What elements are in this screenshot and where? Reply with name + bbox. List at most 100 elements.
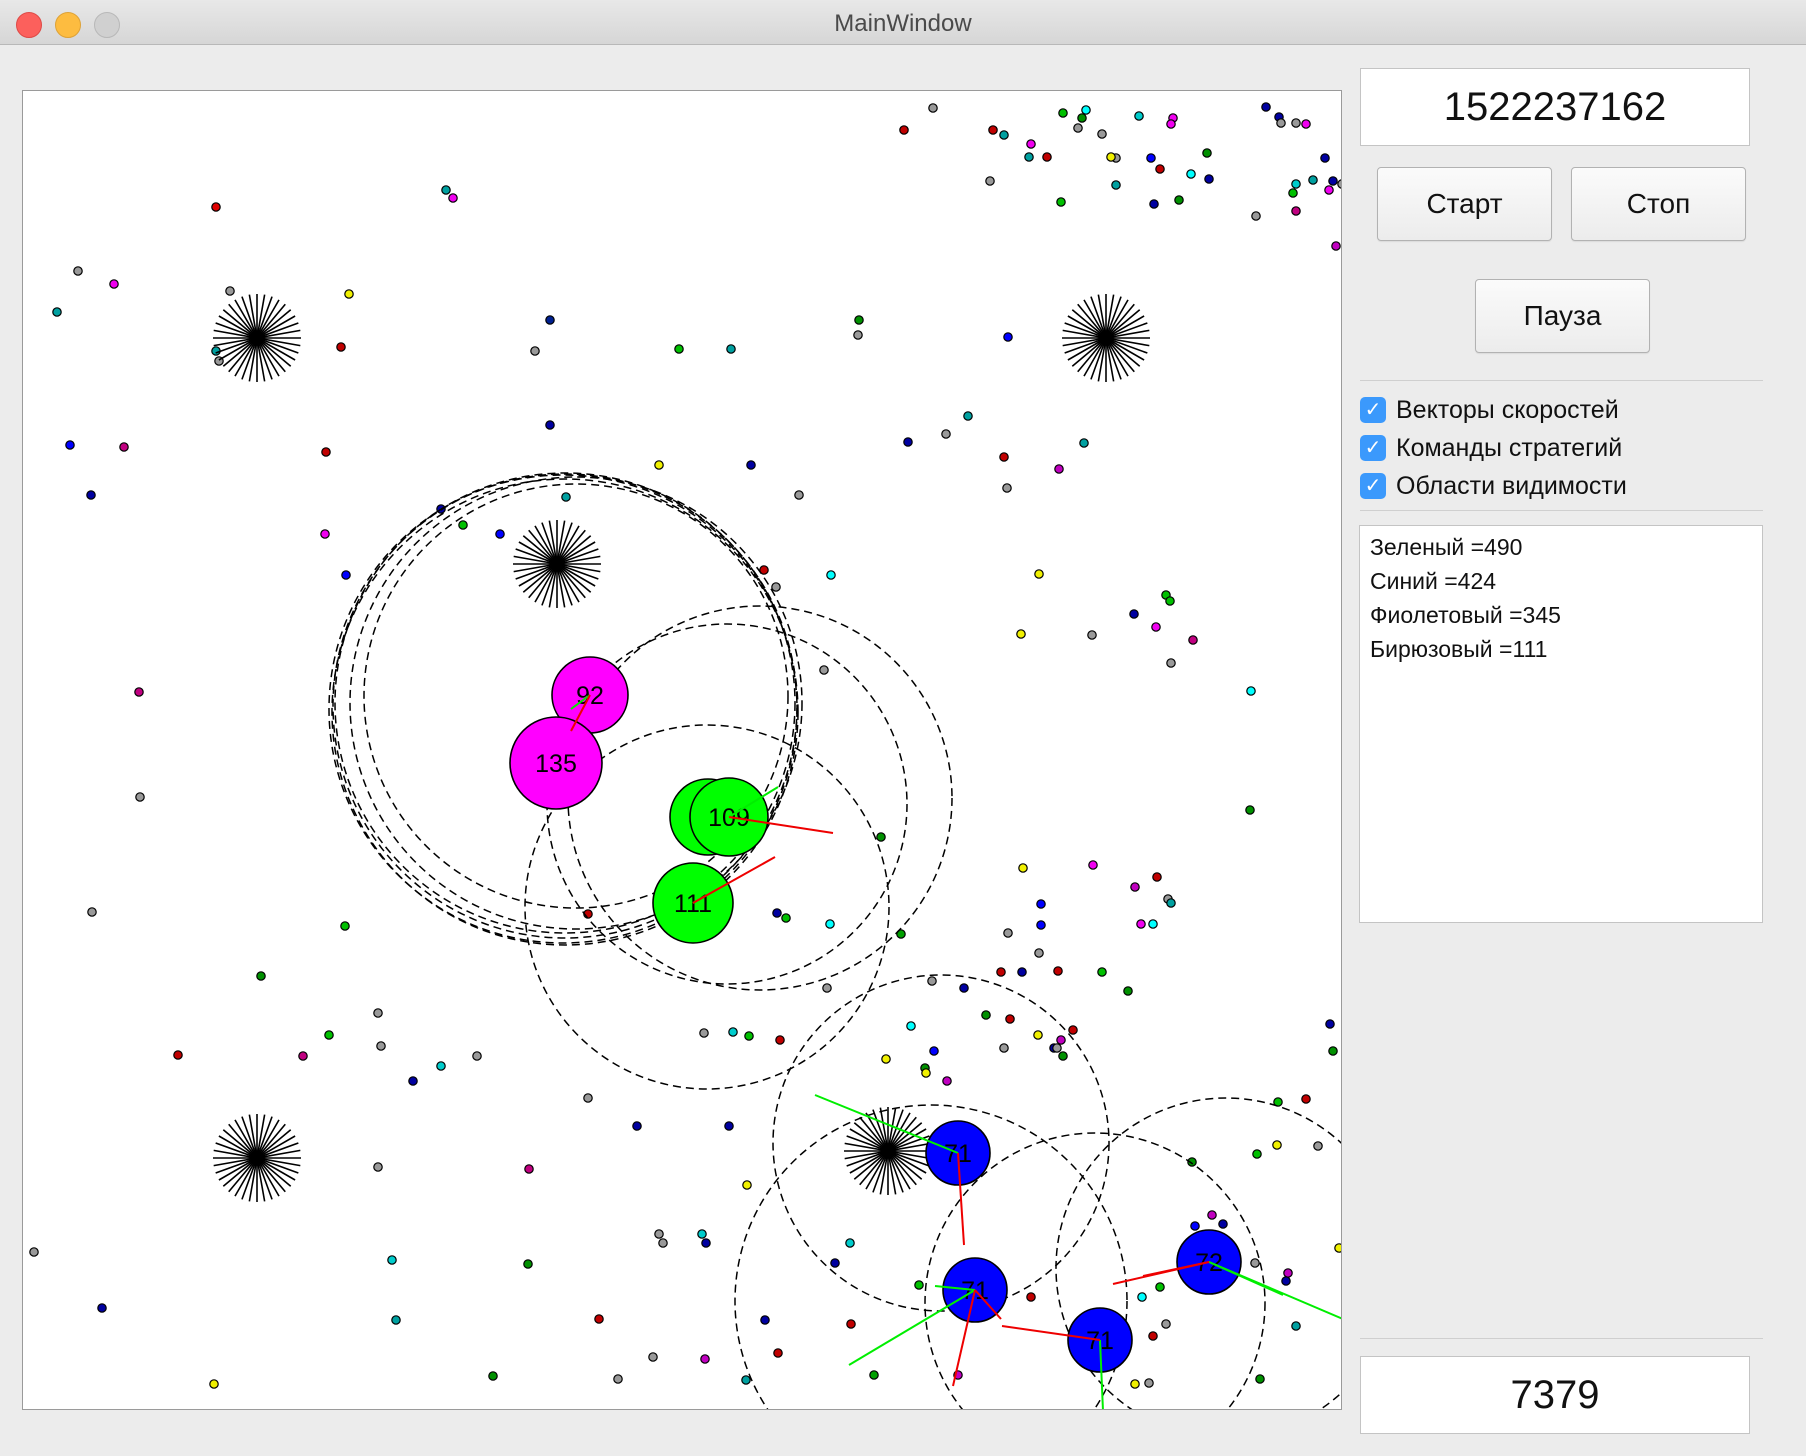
food-pellet-icon [1005,1014,1015,1024]
food-pellet-icon [373,1162,383,1172]
food-pellet-icon [1161,1319,1171,1329]
food-pellet-icon [772,908,782,918]
food-pellet-icon [697,1229,707,1239]
food-pellet-icon [211,202,221,212]
start-button[interactable]: Старт [1377,167,1552,241]
food-pellet-icon [1320,153,1330,163]
food-pellet-icon [1088,860,1098,870]
separator [1360,510,1763,511]
velocity-vector [934,1285,976,1291]
food-pellet-icon [759,565,769,575]
food-pellet-icon [1337,179,1341,189]
food-pellet-icon [134,687,144,697]
food-pellet-icon [896,929,906,939]
food-pellet-icon [65,440,75,450]
food-pellet-icon [959,983,969,993]
food-pellet-icon [1054,464,1064,474]
food-pellet-icon [1003,928,1013,938]
food-pellet-icon [781,913,791,923]
food-pellet-icon [1155,164,1165,174]
visibility-area [1055,1097,1341,1409]
food-pellet-icon [1111,180,1121,190]
food-pellet-icon [1204,174,1214,184]
food-pellet-icon [1252,1149,1262,1159]
visibility-area [328,474,798,944]
food-pellet-icon [914,1280,924,1290]
food-pellet-icon [321,447,331,457]
food-pellet-icon [921,1068,931,1078]
game-field: 9213510911171717172 [29,102,1341,1409]
vector-layer [570,694,1341,1409]
pause-button[interactable]: Пауза [1475,279,1650,353]
food-pellet-icon [654,460,664,470]
food-pellet-icon [1207,1210,1217,1220]
food-pellet-icon [119,442,129,452]
food-pellet-icon [320,529,330,539]
food-pellet-icon [1283,1268,1293,1278]
food-pellet-icon [1146,153,1156,163]
checkmark-icon: ✓ [1360,435,1386,461]
food-pellet-icon [632,1121,642,1131]
food-pellet-icon [52,307,62,317]
food-pellet-icon [530,346,540,356]
food-pellet-icon [1024,152,1034,162]
food-pellet-icon [341,570,351,580]
visibility-area [524,724,890,1090]
visibility-area [349,476,803,930]
separator [1360,380,1763,381]
food-pellet-icon [87,907,97,917]
player-blob: 135 [509,716,603,810]
seed-field[interactable]: 1522237162 [1360,68,1750,146]
food-pellet-icon [523,1259,533,1269]
minimize-button[interactable] [55,12,81,38]
food-pellet-icon [408,1076,418,1086]
list-item: Бирюзовый =111 [1370,636,1548,662]
food-pellet-icon [1166,898,1176,908]
food-pellet-icon [109,279,119,289]
strategy-commands-checkbox[interactable]: ✓ Команды стратегий [1360,432,1622,464]
food-pellet-icon [436,1061,446,1071]
food-pellet-icon [256,971,266,981]
food-pellet-icon [929,1046,939,1056]
food-pellet-icon [472,1051,482,1061]
food-pellet-icon [1018,863,1028,873]
separator [1360,1338,1763,1339]
food-pellet-icon [458,520,468,530]
food-pellet-icon [1291,206,1301,216]
food-pellet-icon [999,452,1009,462]
velocity-vector [570,694,591,710]
food-pellet-icon [869,1370,879,1380]
food-pellet-icon [211,346,221,356]
food-pellet-icon [928,103,938,113]
food-pellet-icon [1331,241,1341,251]
food-pellet-icon [1273,1097,1283,1107]
zoom-button[interactable] [94,12,120,38]
food-pellet-icon [391,1315,401,1325]
stop-button[interactable]: Стоп [1571,167,1746,241]
velocity-vectors-checkbox[interactable]: ✓ Векторы скоростей [1360,394,1619,426]
food-pellet-icon [441,185,451,195]
food-pellet-icon [594,1314,604,1324]
food-pellet-icon [1301,1094,1311,1104]
food-pellet-icon [771,582,781,592]
food-pellet-icon [1130,882,1140,892]
food-pellet-icon [340,921,350,931]
food-pellet-icon [744,1031,754,1041]
food-pellet-icon [726,344,736,354]
food-pellet-icon [1166,658,1176,668]
food-pellet-icon [903,437,913,447]
close-button[interactable] [16,12,42,38]
team-stats-list[interactable]: Зеленый =490 Синий =424 Фиолетовый =345 … [1359,525,1763,923]
food-pellet-icon [1328,1046,1338,1056]
visibility-areas-checkbox[interactable]: ✓ Области видимости [1360,470,1627,502]
food-pellet-icon [1034,569,1044,579]
food-pellet-icon [376,1041,386,1051]
list-item: Зеленый =490 [1370,534,1523,560]
game-canvas[interactable]: 9213510911171717172 [22,90,1342,1410]
strategy-command-line [570,694,591,732]
food-pellet-icon [881,1054,891,1064]
food-pellet-icon [29,1247,39,1257]
strategy-command-line [952,1289,976,1387]
food-pellet-icon [746,460,756,470]
food-pellet-icon [135,792,145,802]
